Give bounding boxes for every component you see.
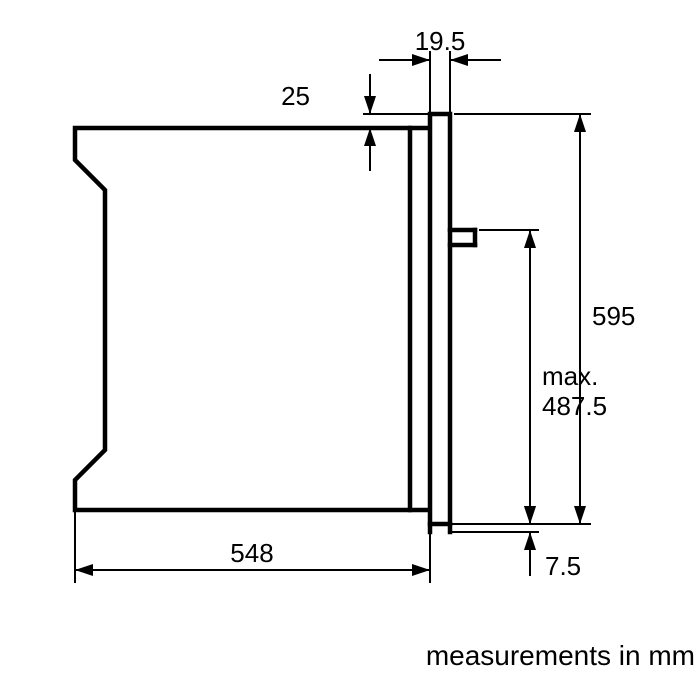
appliance-outline	[75, 128, 430, 510]
dimension-drawing: 54819.525595max.487.57.5measurements in …	[0, 0, 700, 700]
dim-7-5: 7.5	[450, 485, 581, 581]
dim-595: 595	[455, 114, 635, 524]
dim-595-label: 595	[592, 301, 635, 331]
dim-487-5-label-top: max.	[542, 361, 598, 391]
dim-19-5-label: 19.5	[415, 26, 466, 56]
dim-487-5: max.487.5	[450, 230, 607, 524]
caption-text: measurements in mm	[426, 640, 695, 671]
front-panel	[430, 114, 475, 524]
dim-19-5: 19.5	[380, 26, 500, 114]
dim-548: 548	[75, 510, 430, 582]
dim-25-label: 25	[281, 81, 310, 111]
dim-487-5-label-bot: 487.5	[542, 391, 607, 421]
dim-548-label: 548	[230, 538, 273, 568]
dim-7-5-label: 7.5	[545, 551, 581, 581]
